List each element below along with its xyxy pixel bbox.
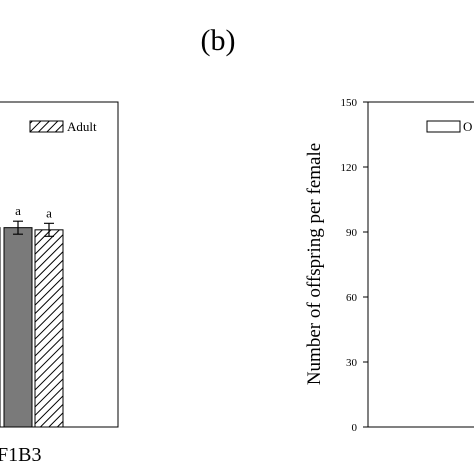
y-tick-label: 0 xyxy=(352,422,358,434)
panel-label: (b) xyxy=(201,24,236,57)
legend-swatch-adult xyxy=(29,120,64,133)
y-tick-label: 30 xyxy=(346,357,358,369)
x-tick-label-f1b3: F1B3 xyxy=(0,444,41,466)
y-tick-label: 90 xyxy=(346,227,358,239)
y-tick-label: 60 xyxy=(346,292,358,304)
error-bar xyxy=(13,220,23,235)
significance-letter: a xyxy=(46,205,52,220)
legend-swatch-right xyxy=(426,120,461,133)
bar-series-0 xyxy=(3,227,33,428)
error-bar xyxy=(44,222,54,237)
significance-letter: a xyxy=(15,203,21,218)
right-panel: 0 30 60 90 120 150 Number of offspring per fe… xyxy=(304,97,474,434)
bar-adult xyxy=(34,229,64,428)
right-y-ticks: 0 30 60 90 120 150 xyxy=(341,97,368,434)
legend-label-adult: Adult xyxy=(67,119,97,134)
right-legend: O xyxy=(426,119,472,134)
legend-label-right: O xyxy=(463,119,472,134)
right-y-axis-label: Number of offspring per female xyxy=(304,143,325,385)
left-legend: Adult xyxy=(29,119,97,134)
y-tick-label: 120 xyxy=(341,162,358,174)
y-tick-label: 150 xyxy=(341,97,358,109)
